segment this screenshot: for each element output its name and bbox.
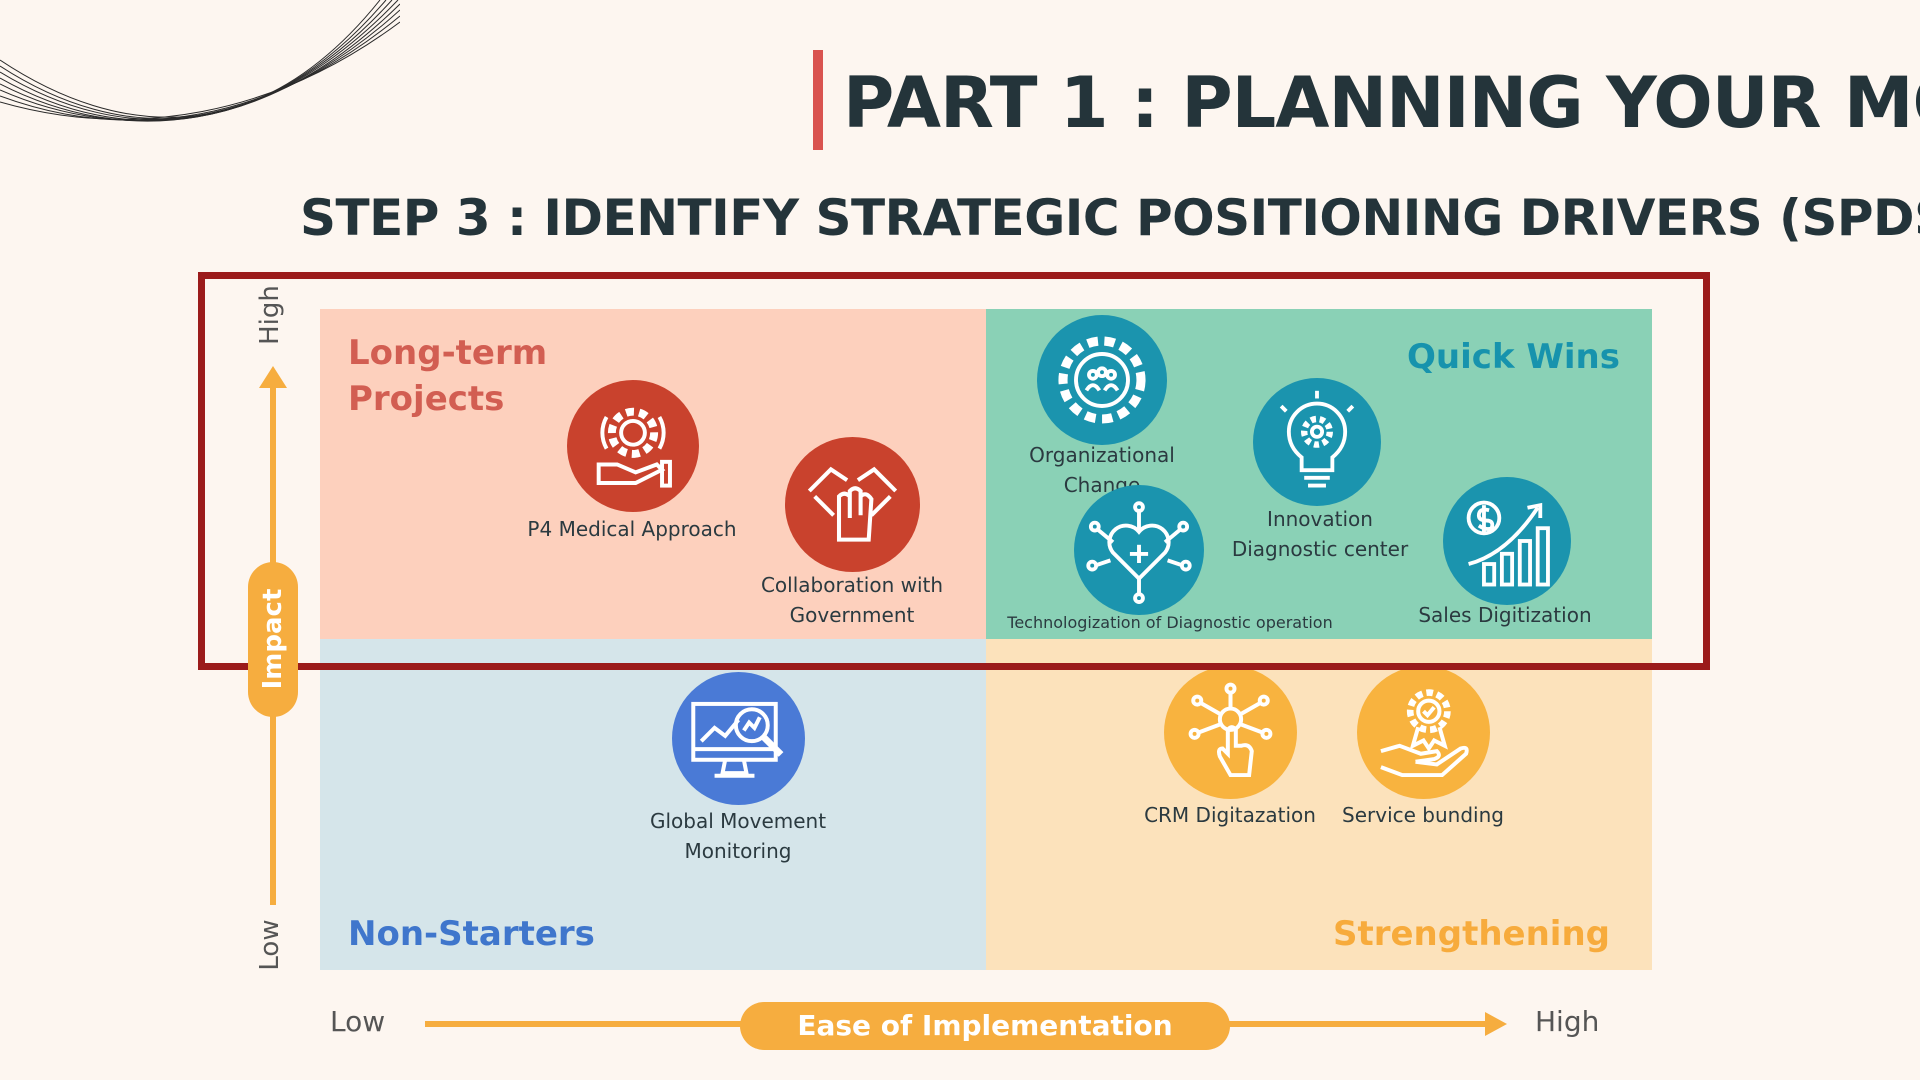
ease-arrow-right-icon [1485,1012,1507,1036]
impact-low-label: Low [255,919,285,971]
quadrant-strengthening [986,639,1652,970]
gear-hand-icon [567,380,699,512]
org-change-gear-icon [1037,315,1167,445]
item-innovation-center: Innovation Diagnostic center [1231,507,1409,561]
item-technologization: Technologization of Diagnostic operation [1007,613,1333,632]
page-subtitle: STEP 3 : IDENTIFY STRATEGIC POSITIONING … [300,189,1920,247]
item-global-monitoring: Global Movement Monitoring [649,809,827,863]
quadrant-label-non-starters: Non-Starters [348,914,595,954]
lightbulb-gear-icon [1253,378,1381,506]
impact-axis-pill [248,562,298,717]
item-sales-digitization: Sales Digitization [1418,603,1592,627]
item-p4-medical: P4 Medical Approach [527,517,737,541]
award-hand-icon [1357,666,1490,799]
sales-growth-chart-icon [1443,477,1571,605]
impact-high-label: High [255,285,285,345]
quadrant-non-starters [320,639,986,970]
decorative-curves [0,0,400,122]
impact-arrow-up-icon [259,366,287,388]
quadrant-label-quick-wins: Quick Wins [1407,337,1620,377]
teamwork-hands-icon [785,437,920,572]
quadrant-label-long-term: Long-term Projects [348,333,548,419]
page-title: PART 1 : PLANNING YOUR MOVES [843,62,1920,144]
heart-network-icon [1074,485,1204,615]
ease-high-label: High [1535,1005,1600,1038]
item-service-bunding: Service bunding [1342,803,1504,827]
item-collaboration: Collaboration with Government [760,573,944,627]
title-accent-bar [813,50,823,150]
quick-wins-highlight-frame [198,272,1710,670]
ease-axis-label: Ease of Implementation [797,1009,1173,1042]
item-crm-digitazation: CRM Digitazation [1144,803,1316,827]
network-touch-icon [1164,666,1297,799]
ease-axis-pill [740,1002,1230,1050]
quadrant-label-strengthening: Strengthening [1332,914,1610,954]
impact-axis-label: Impact [258,588,288,690]
monitor-analytics-icon [672,672,805,805]
ease-low-label: Low [330,1005,386,1038]
